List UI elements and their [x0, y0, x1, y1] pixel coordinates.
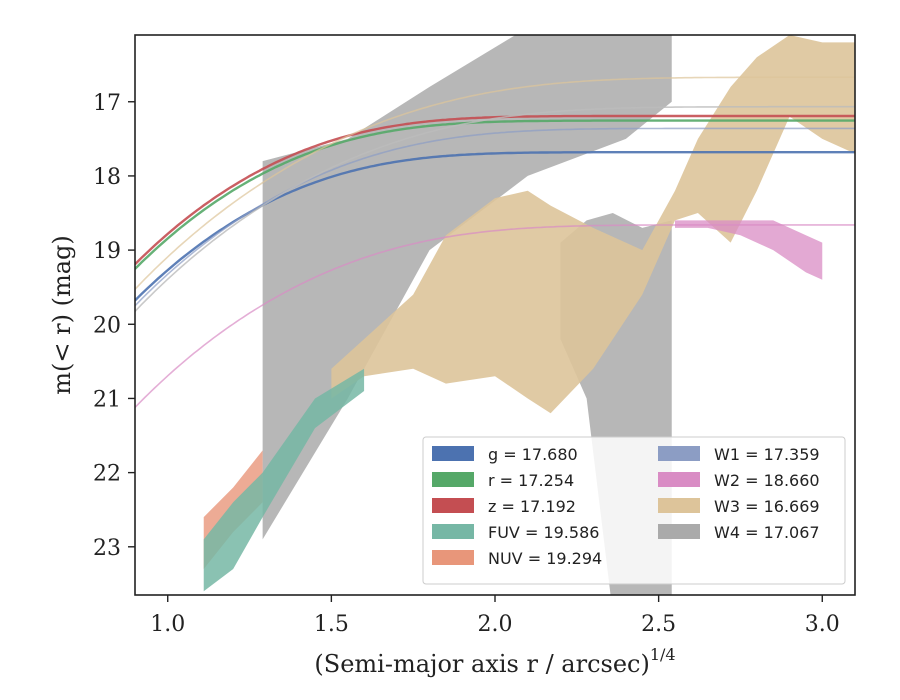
- x-tick-label: 1.5: [314, 612, 349, 637]
- legend-swatch-w4: [658, 524, 700, 539]
- y-tick-label: 18: [93, 165, 121, 190]
- legend-swatch-g: [432, 446, 474, 461]
- legend-label-fuv: FUV = 19.586: [488, 523, 599, 542]
- legend: g = 17.680 r = 17.254 z = 17.192 FUV = 19.5…: [422, 436, 846, 585]
- curve-w4: [135, 105, 855, 312]
- y-axis-ticks: 17 18 19 20 21 22 23: [93, 91, 135, 561]
- legend-label-g: g = 17.680: [488, 445, 578, 464]
- legend-frame: [422, 436, 846, 585]
- curve-r: [135, 119, 855, 270]
- legend-swatch-w2: [658, 472, 700, 487]
- y-tick-label: 21: [93, 387, 121, 412]
- x-axis-label-power: 1/4: [650, 645, 676, 664]
- legend-swatch-w3: [658, 498, 700, 513]
- legend-label-z: z = 17.192: [488, 497, 576, 516]
- x-tick-label: 3.0: [805, 612, 840, 637]
- band-w4: [262, 35, 672, 540]
- y-tick-label: 22: [93, 462, 121, 487]
- y-tick-label: 23: [93, 536, 121, 561]
- legend-swatch-z: [432, 498, 474, 513]
- y-tick-label: 19: [93, 239, 121, 264]
- model-curves: [135, 76, 855, 409]
- legend-label-r: r = 17.254: [488, 471, 574, 490]
- legend-label-w4: W4 = 17.067: [714, 523, 820, 542]
- legend-label-nuv: NUV = 19.294: [488, 549, 602, 568]
- band-w3: [331, 35, 855, 414]
- legend-swatch-w1: [658, 446, 700, 461]
- legend-label-w3: W3 = 16.669: [714, 497, 820, 516]
- x-axis-label-text: (Semi-major axis r / arcsec): [314, 650, 649, 678]
- y-axis-label: m(< r) (mag): [48, 235, 76, 394]
- curve-w1: [135, 127, 855, 307]
- x-axis-label: (Semi-major axis r / arcsec)1/4: [314, 645, 675, 678]
- band-fuv: [203, 368, 365, 592]
- curve-z: [135, 114, 855, 266]
- x-tick-label: 2.5: [641, 612, 676, 637]
- legend-swatch-nuv: [432, 550, 474, 565]
- legend-swatch-r: [432, 472, 474, 487]
- y-tick-label: 20: [93, 313, 121, 338]
- legend-swatch-fuv: [432, 524, 474, 539]
- y-tick-label: 17: [93, 91, 121, 116]
- x-axis-ticks: 1.0 1.5 2.0 2.5 3.0: [150, 595, 840, 637]
- band-w2: [675, 220, 823, 280]
- x-tick-label: 2.0: [478, 612, 513, 637]
- legend-label-w2: W2 = 18.660: [714, 471, 820, 490]
- curve-w2: [135, 224, 855, 409]
- legend-label-w1: W1 = 17.359: [714, 445, 820, 464]
- x-tick-label: 1.0: [150, 612, 185, 637]
- curve-w3: [135, 76, 855, 290]
